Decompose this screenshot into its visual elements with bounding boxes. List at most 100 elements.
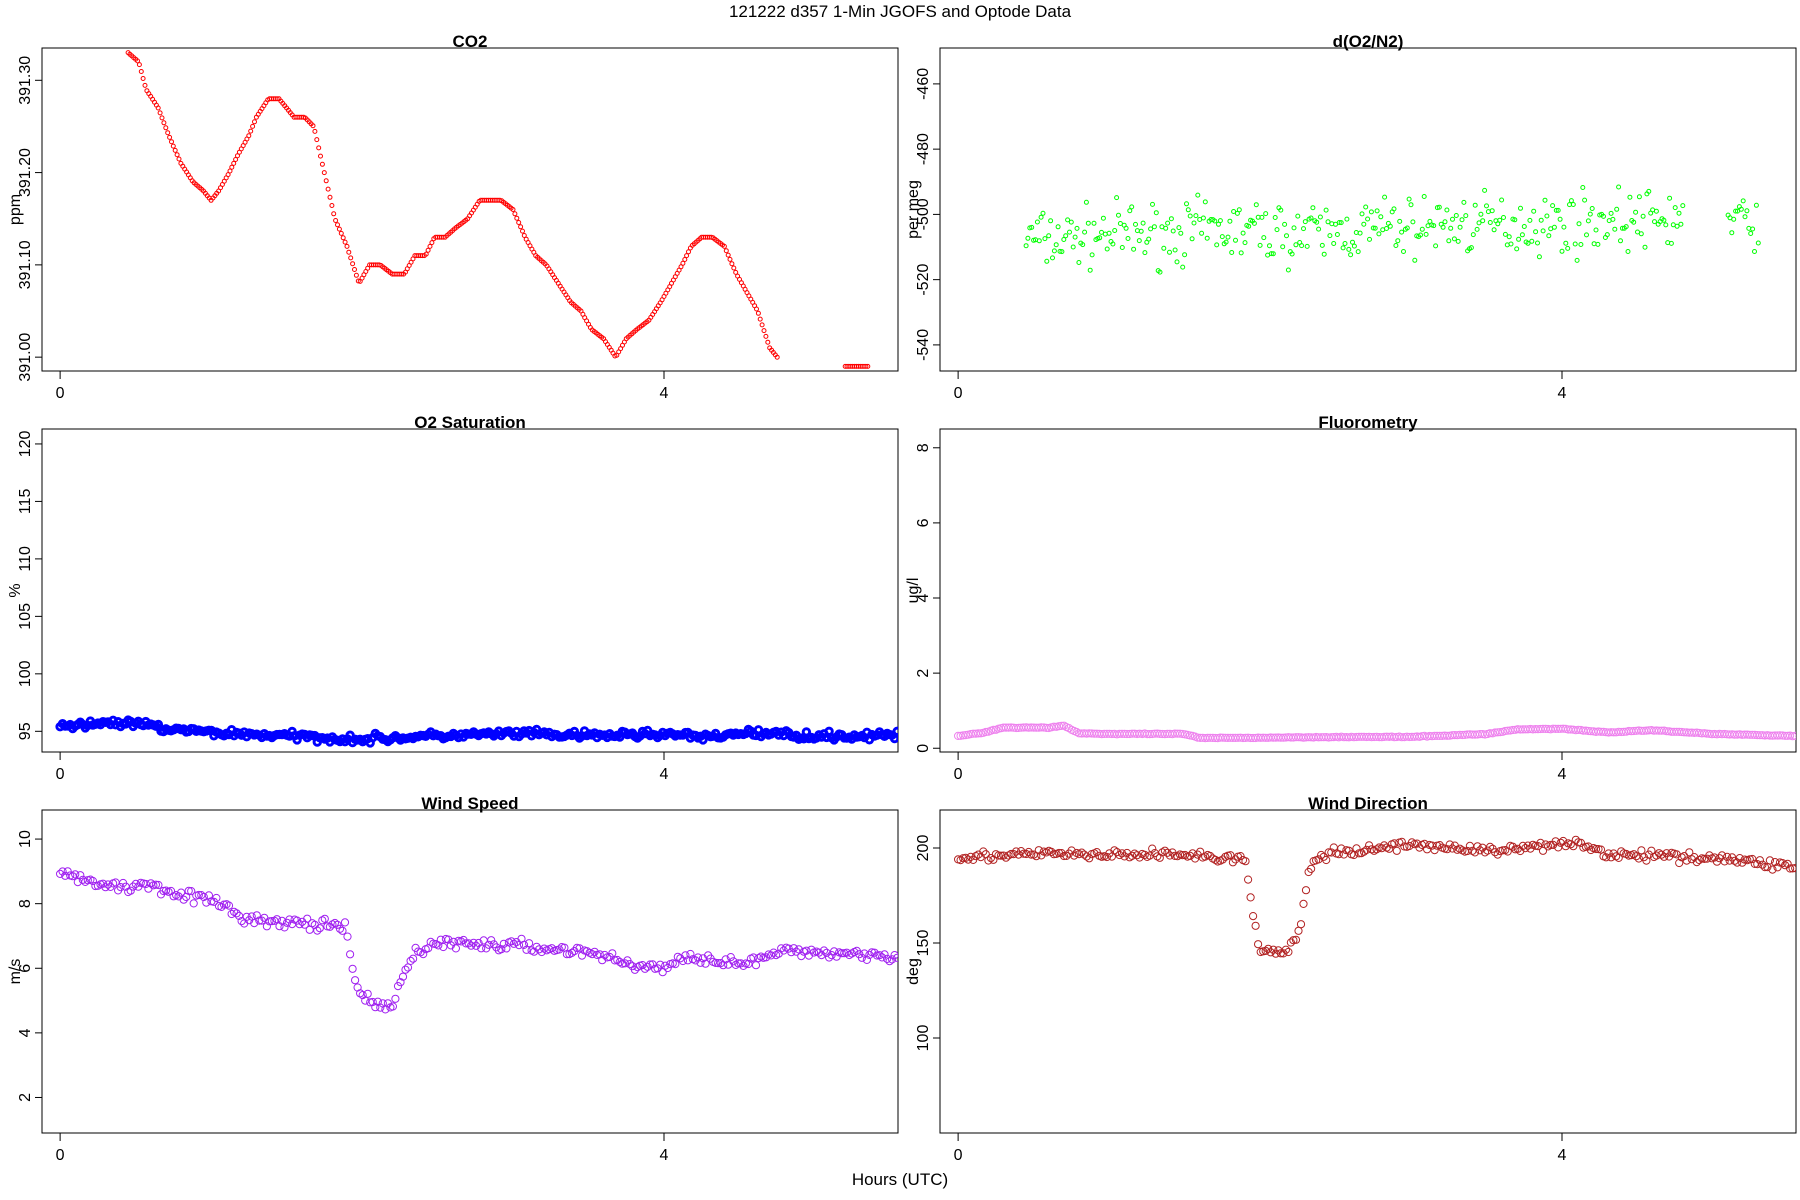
data-point	[1128, 851, 1137, 861]
data-point	[1340, 245, 1346, 251]
data-point	[1157, 269, 1163, 275]
data-point	[516, 220, 522, 225]
data-point	[1153, 210, 1159, 216]
data-point	[1480, 218, 1486, 224]
data-point	[1661, 217, 1667, 223]
y-tick-label: -480	[915, 133, 932, 165]
data-point	[762, 953, 771, 962]
data-point	[1268, 251, 1274, 257]
data-point	[227, 168, 233, 174]
data-point	[325, 186, 331, 192]
data-point	[136, 62, 142, 68]
data-point	[1508, 842, 1517, 851]
data-point	[1199, 230, 1205, 236]
data-point	[1170, 228, 1176, 234]
data-point	[1640, 213, 1646, 219]
data-point	[1186, 851, 1195, 861]
data-point	[1293, 242, 1299, 248]
data-point	[1652, 851, 1661, 860]
data-point	[340, 235, 346, 241]
data-point	[1753, 202, 1759, 208]
panel-windspeed: Wind Speed m/s 2 4 6 8 10 0 4	[7, 794, 908, 1193]
data-point	[875, 951, 884, 960]
data-point	[313, 926, 322, 935]
data-point	[1535, 240, 1540, 246]
data-point	[817, 951, 826, 960]
data-point	[1242, 240, 1248, 246]
data-point	[1059, 851, 1069, 861]
y-tick-label: -540	[915, 329, 932, 361]
data-point	[56, 869, 65, 879]
data-point	[1285, 267, 1291, 273]
data-point	[555, 945, 564, 954]
data-point	[472, 941, 481, 950]
data-point	[643, 962, 652, 971]
data-point	[981, 727, 990, 737]
data-point	[1119, 245, 1125, 250]
data-point	[406, 956, 415, 965]
data-point	[1180, 850, 1190, 860]
data-point	[1540, 228, 1546, 234]
data-point	[521, 233, 527, 238]
data-point	[1544, 213, 1550, 219]
data-point	[1206, 851, 1215, 861]
data-point	[763, 333, 769, 339]
data-point	[678, 956, 688, 966]
data-point	[1431, 223, 1437, 229]
data-point	[1363, 204, 1369, 210]
data-point	[1578, 242, 1584, 247]
data-point	[1059, 249, 1065, 255]
data-point	[401, 965, 410, 974]
data-point	[68, 872, 77, 881]
data-point	[1642, 244, 1648, 250]
data-point	[88, 876, 98, 886]
data-point	[467, 941, 476, 950]
data-point	[1204, 235, 1210, 241]
data-point	[1487, 220, 1493, 225]
data-point	[474, 938, 483, 948]
data-point	[1072, 234, 1078, 240]
data-point	[159, 115, 165, 121]
data-points	[1023, 184, 1761, 275]
y-axis-label: ug/l	[905, 578, 922, 604]
data-point	[388, 1002, 397, 1011]
data-point	[1244, 875, 1253, 884]
data-point	[1497, 217, 1503, 223]
data-point	[1591, 241, 1597, 247]
data-point	[126, 886, 135, 895]
data-point	[1324, 848, 1333, 857]
data-point	[1302, 219, 1308, 225]
data-point	[1055, 224, 1061, 230]
data-point	[1489, 208, 1495, 214]
data-point	[1657, 850, 1666, 859]
data-point	[335, 924, 345, 933]
data-point	[1301, 226, 1306, 232]
data-point	[1129, 204, 1135, 210]
data-point	[1047, 847, 1056, 857]
data-point	[1040, 210, 1046, 216]
data-point	[1051, 248, 1057, 254]
data-point	[338, 926, 347, 935]
data-point	[157, 110, 163, 116]
data-point	[725, 252, 731, 258]
data-point	[344, 243, 350, 249]
data-point	[1042, 848, 1051, 857]
data-point	[615, 957, 624, 967]
data-point	[870, 948, 879, 957]
data-point	[329, 203, 335, 208]
data-point	[974, 729, 983, 738]
data-point	[1546, 233, 1552, 239]
data-point	[1231, 209, 1237, 214]
data-point	[1240, 230, 1246, 236]
data-point	[1227, 218, 1233, 224]
data-point	[1266, 948, 1275, 957]
data-point	[1555, 207, 1561, 213]
data-point	[1584, 232, 1589, 238]
data-point	[1502, 231, 1508, 237]
y-tick-label: 95	[17, 722, 34, 740]
data-point	[1110, 846, 1119, 855]
data-point	[1418, 232, 1423, 238]
panel-title: Fluorometry	[1318, 413, 1418, 432]
data-point	[696, 958, 705, 967]
